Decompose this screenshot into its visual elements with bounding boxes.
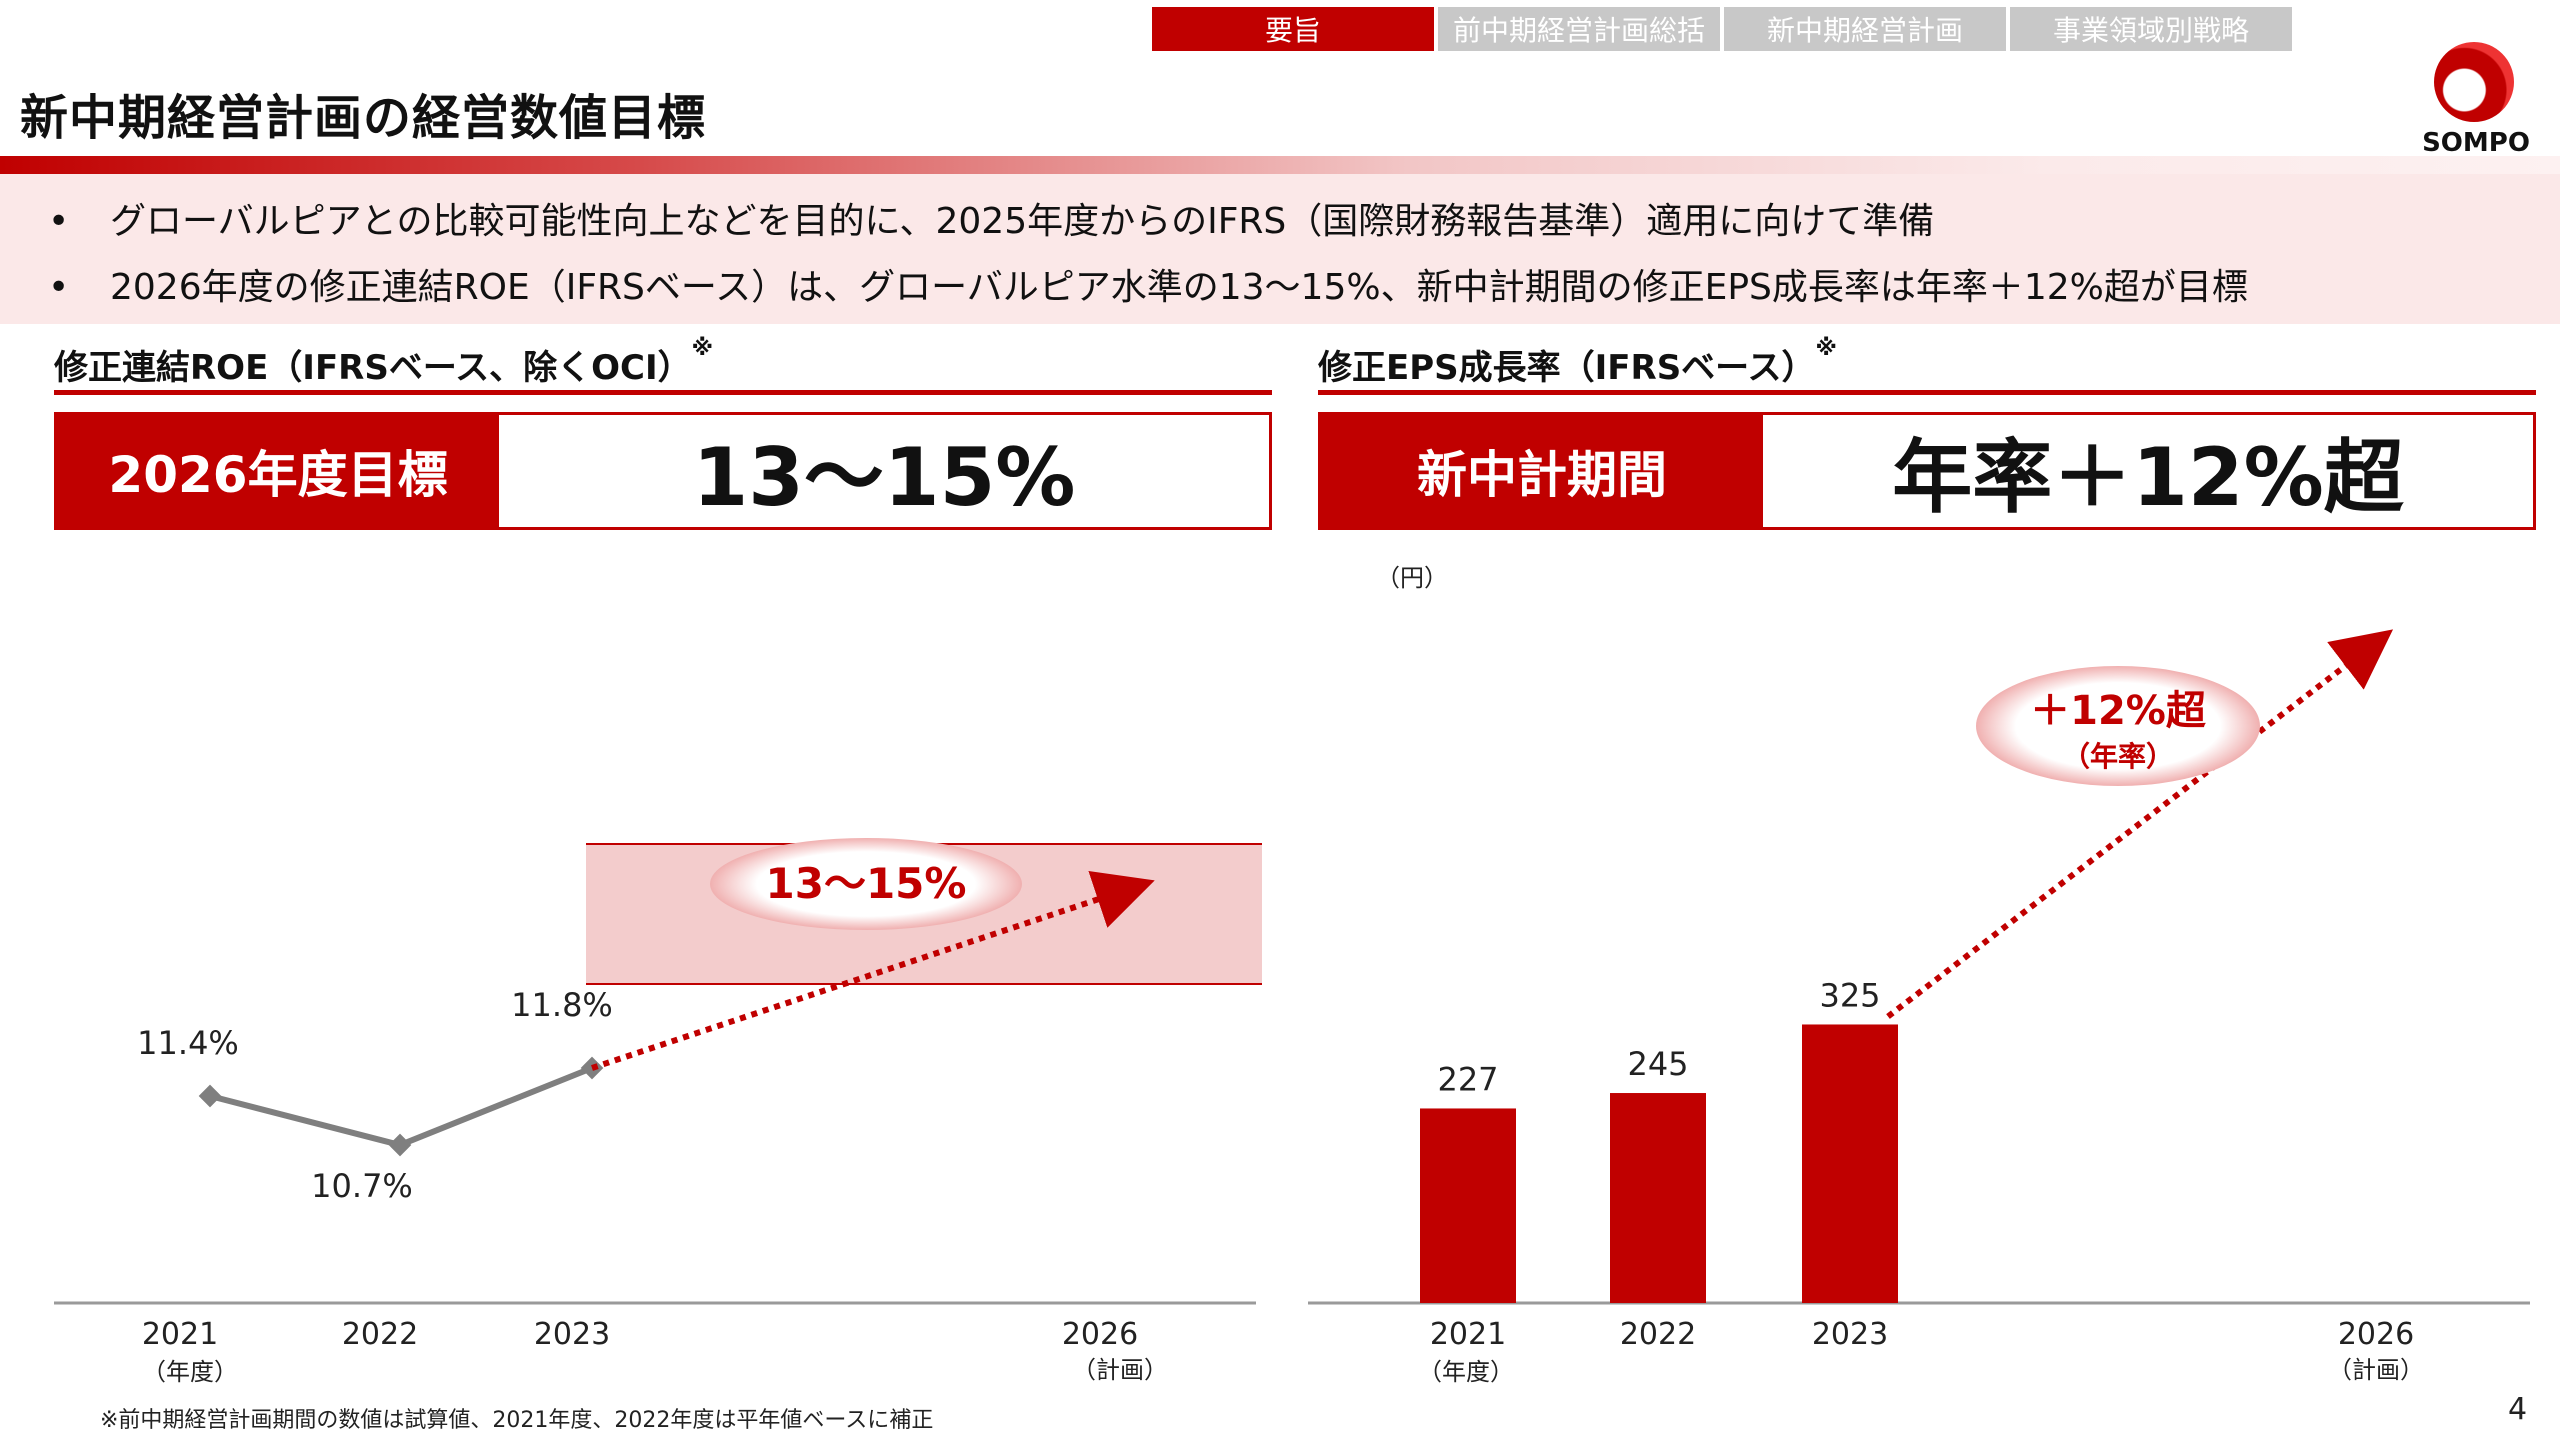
x-tick-label: 2026 bbox=[1062, 1317, 1138, 1352]
eps-target-label: 新中計期間 bbox=[1321, 415, 1763, 527]
sompo-logo-icon bbox=[2434, 42, 2514, 122]
bullet-text: グローバルピアとの比較可能性向上などを目的に、2025年度からのIFRS（国際財… bbox=[110, 201, 1935, 242]
data-label: 325 bbox=[1819, 976, 1880, 1014]
plan-note-label: （計画） bbox=[2328, 1356, 2424, 1384]
bullet-text: 2026年度の修正連結ROE（IFRSベース）は、グローバルピア水準の13～15… bbox=[110, 267, 2248, 308]
eps-target-value: 年率＋12%超 bbox=[1892, 431, 2404, 524]
x-tick-label: 2021 bbox=[142, 1317, 218, 1352]
target-oval-label: 13～15% bbox=[766, 859, 967, 908]
bullet-dot-icon: • bbox=[48, 201, 70, 242]
bar bbox=[1610, 1093, 1706, 1303]
roe-target-value: 13～15% bbox=[692, 431, 1076, 524]
x-unit-label: （年度） bbox=[142, 1358, 238, 1386]
tab-new-midterm-plan[interactable]: 新中期経営計画 bbox=[1724, 7, 2006, 51]
footnote: ※前中期経営計画期間の数値は試算値、2021年度、2022年度は平年値ベースに補… bbox=[100, 1408, 934, 1433]
growth-oval bbox=[1976, 666, 2260, 786]
x-tick-label: 2022 bbox=[342, 1317, 418, 1352]
bullet-item: • グローバルピアとの比較可能性向上などを目的に、2025年度からのIFRS（国際… bbox=[48, 192, 1934, 244]
summary-bullets: • グローバルピアとの比較可能性向上などを目的に、2025年度からのIFRS（国際… bbox=[0, 174, 2560, 324]
roe-line-chart: 11.4% 10.7% 11.8% 13～15% 2021 2022 2023 2026 （年度… bbox=[54, 838, 1262, 1386]
data-point bbox=[388, 1133, 412, 1157]
roe-heading-rule bbox=[54, 390, 1272, 395]
data-label: 11.4% bbox=[137, 1024, 239, 1062]
eps-bar-chart: 227 245 325 ＋12%超 （年率） 2021 2022 2023 2026 （年度） （計… bbox=[1308, 629, 2530, 1386]
data-label: 11.8% bbox=[511, 986, 613, 1024]
tab-previous-plan-review[interactable]: 前中期経営計画総括 bbox=[1438, 7, 1720, 51]
x-tick-label: 2023 bbox=[1812, 1317, 1888, 1352]
eps-target-box: 新中計期間 年率＋12%超 bbox=[1318, 412, 2536, 530]
data-label: 227 bbox=[1437, 1060, 1498, 1098]
page-title: 新中期経営計画の経営数値目標 bbox=[20, 90, 707, 146]
roe-heading: 修正連結ROE（IFRSベース、除くOCI）※ bbox=[54, 336, 714, 388]
page-number: 4 bbox=[2508, 1392, 2528, 1427]
eps-heading-rule bbox=[1318, 390, 2536, 395]
target-oval bbox=[710, 838, 1022, 930]
bar bbox=[1802, 1024, 1898, 1303]
eps-unit-label: （円） bbox=[1376, 564, 1448, 592]
x-unit-label: （年度） bbox=[1418, 1358, 1514, 1386]
growth-oval-sublabel: （年率） bbox=[2062, 740, 2174, 773]
title-underline-bar bbox=[0, 156, 2560, 174]
x-tick-label: 2026 bbox=[2338, 1317, 2414, 1352]
roe-target-box: 2026年度目標 13～15% bbox=[54, 412, 1272, 530]
section-tabs: 要旨 前中期経営計画総括 新中期経営計画 事業領域別戦略 bbox=[1152, 7, 2292, 51]
roe-series-line bbox=[209, 1065, 594, 1149]
plan-note-label: （計画） bbox=[1072, 1356, 1168, 1384]
data-label: 245 bbox=[1627, 1045, 1688, 1083]
x-tick-label: 2022 bbox=[1620, 1317, 1696, 1352]
growth-oval-label: ＋12%超 bbox=[2030, 688, 2207, 734]
logo-text: SOMPO bbox=[2422, 128, 2530, 158]
bullet-item: • 2026年度の修正連結ROE（IFRSベース）は、グローバルピア水準の13～1… bbox=[48, 258, 2248, 310]
data-label: 10.7% bbox=[311, 1167, 413, 1205]
x-tick-label: 2023 bbox=[534, 1317, 610, 1352]
tab-business-strategy[interactable]: 事業領域別戦略 bbox=[2010, 7, 2292, 51]
data-point bbox=[198, 1084, 222, 1108]
tab-summary[interactable]: 要旨 bbox=[1152, 7, 1434, 51]
roe-target-label: 2026年度目標 bbox=[57, 415, 499, 527]
bullet-dot-icon: • bbox=[48, 267, 70, 308]
x-tick-label: 2021 bbox=[1430, 1317, 1506, 1352]
bar bbox=[1420, 1108, 1516, 1303]
eps-heading: 修正EPS成長率（IFRSベース）※ bbox=[1318, 336, 1837, 388]
